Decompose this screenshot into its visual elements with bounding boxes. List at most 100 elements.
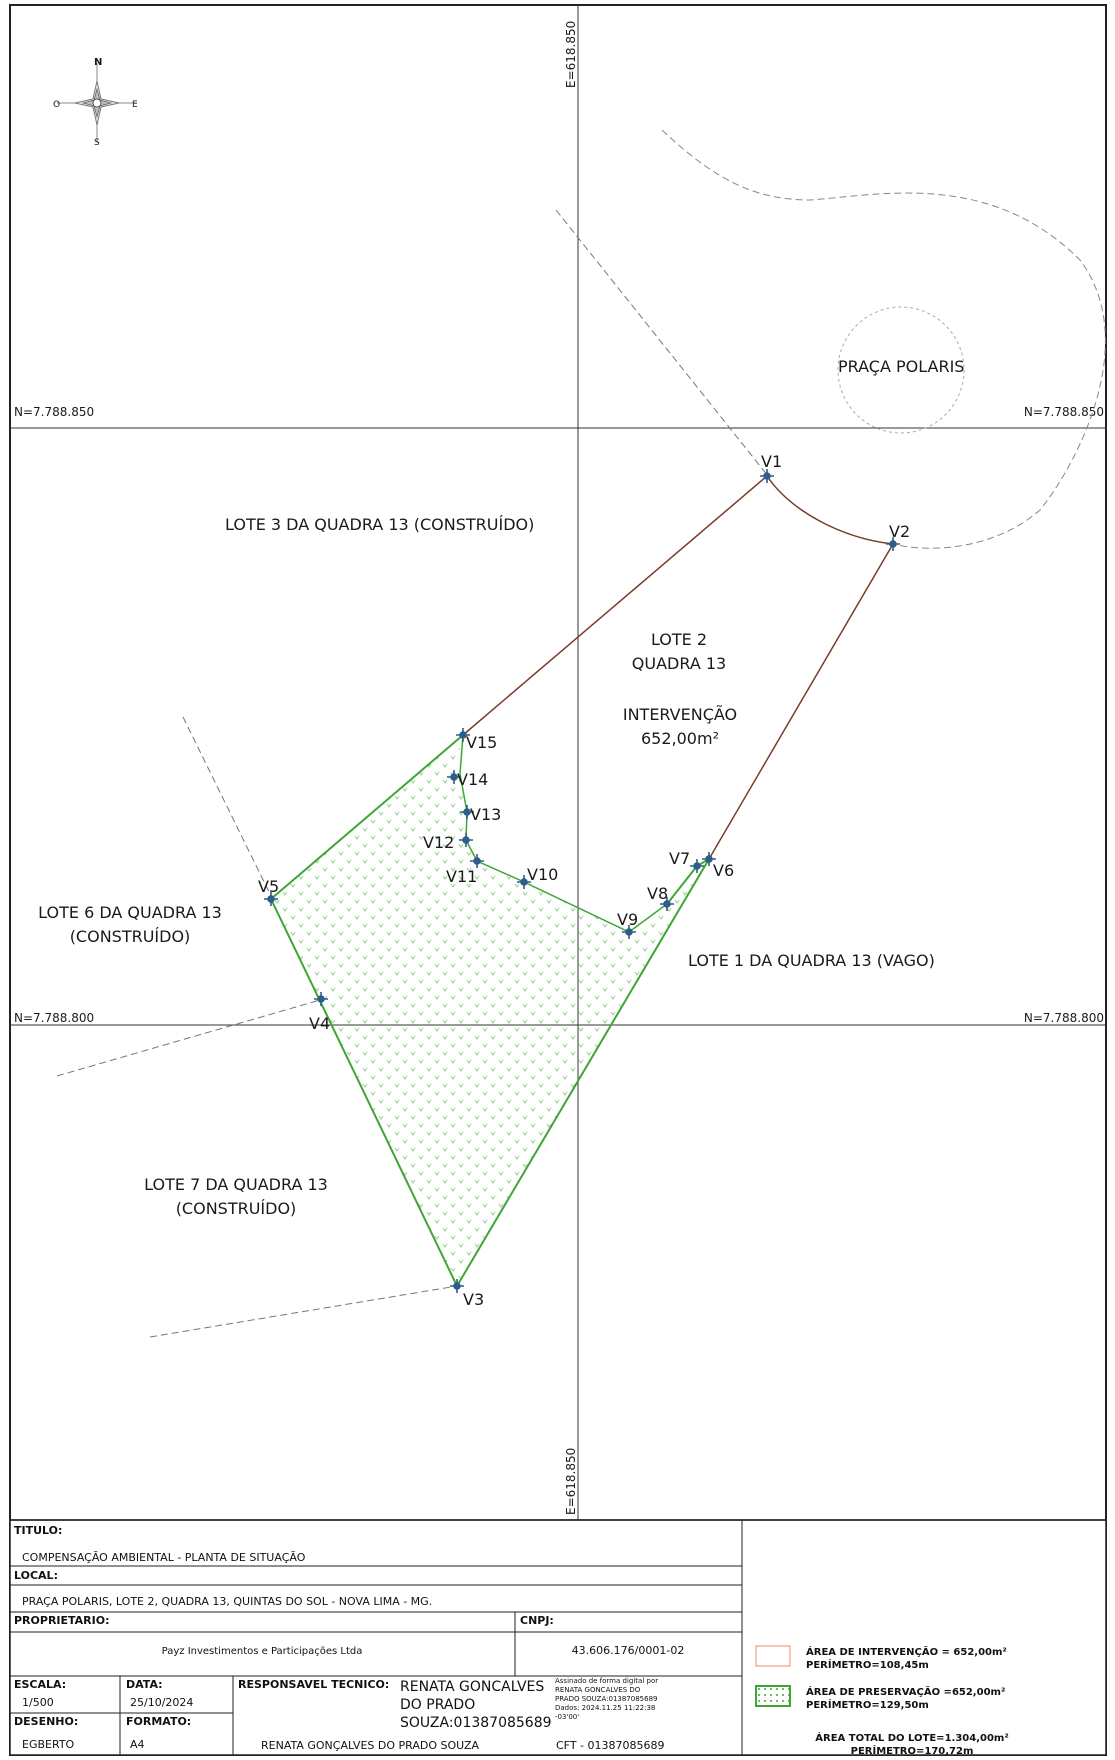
legend-preservation-area: ÁREA DE PRESERVAÇÃO =652,00m² <box>806 1685 1005 1698</box>
vertex-v9-marker <box>622 925 636 939</box>
compass-east-label: E <box>132 100 138 110</box>
grid-easting-label-bottom: E=618.850 <box>564 1448 578 1515</box>
responsavel-name: RENATA GONÇALVES DO PRADO SOUZA <box>261 1739 480 1752</box>
desenho-label: DESENHO: <box>14 1715 78 1728</box>
vertex-v3-marker <box>450 1279 464 1293</box>
legend-total-perimeter: PERÍMETRO=170,72m <box>851 1744 974 1757</box>
intervention-label-line2: 652,00m² <box>641 729 719 748</box>
proprietario-label: PROPRIETARIO: <box>14 1614 110 1627</box>
signature-line3: SOUZA:01387085689 <box>400 1715 552 1731</box>
grid-easting-label-top: E=618.850 <box>564 21 578 88</box>
vertex-v13-marker <box>460 805 474 819</box>
data-label: DATA: <box>126 1678 163 1691</box>
local-label: LOCAL: <box>14 1569 58 1582</box>
intervention-boundary <box>462 475 768 736</box>
signature-line1: RENATA GONCALVES <box>400 1679 544 1695</box>
vertex-v10-label: V10 <box>527 865 558 884</box>
escala-label: ESCALA: <box>14 1678 66 1691</box>
compass-north-label: N <box>94 57 102 68</box>
vertex-v5-marker <box>264 892 278 906</box>
lote2-label-line2: QUADRA 13 <box>632 654 726 673</box>
vertex-v14-marker <box>447 770 461 784</box>
lote7-label-line1: LOTE 7 DA QUADRA 13 <box>144 1175 328 1194</box>
compass-rose-icon: N E S O <box>53 57 138 148</box>
intervention-boundary-east <box>708 543 894 860</box>
vertex-v12-label: V12 <box>423 833 454 852</box>
vertex-v7-label: V7 <box>669 849 690 868</box>
desenho-value: EGBERTO <box>22 1738 75 1751</box>
legend-preservation-swatch <box>755 1685 791 1707</box>
intervention-boundary-arc <box>766 475 894 545</box>
formato-label: FORMATO: <box>126 1715 191 1728</box>
digital-signature-line4: Dados: 2024.11.25 11:22:38 <box>555 1704 655 1712</box>
vertex-v4-marker <box>314 992 328 1006</box>
cnpj-label: CNPJ: <box>520 1614 554 1627</box>
titulo-label: TITULO: <box>14 1524 62 1537</box>
digital-signature-line3: PRADO SOUZA:01387085689 <box>555 1695 657 1703</box>
lote3-label: LOTE 3 DA QUADRA 13 (CONSTRUÍDO) <box>225 515 534 534</box>
signature-line2: DO PRADO <box>400 1697 475 1713</box>
vertex-v14-label: V14 <box>457 770 488 789</box>
praca-inner-circle <box>837 306 965 434</box>
digital-signature-line1: Assinado de forma digital por <box>555 1677 658 1685</box>
vertex-v2-marker <box>886 537 900 551</box>
intervention-label-line1: INTERVENÇÃO <box>623 705 737 724</box>
responsavel-label: RESPONSAVEL TECNICO: <box>238 1678 389 1691</box>
data-value: 25/10/2024 <box>130 1696 193 1709</box>
grid-northing-label-lower-right: N=7.788.800 <box>1024 1011 1104 1025</box>
area-labels: PRAÇA POLARIS LOTE 3 DA QUADRA 13 (CONST… <box>38 357 964 1218</box>
grid-northing-label-upper-right: N=7.788.850 <box>1024 405 1104 419</box>
vertex-v15-label: V15 <box>466 733 497 752</box>
digital-signature-line2: RENATA GONCALVES DO <box>555 1686 641 1694</box>
local-value: PRAÇA POLARIS, LOTE 2, QUADRA 13, QUINTA… <box>22 1595 432 1608</box>
preservation-area <box>271 735 709 1286</box>
titulo-value: COMPENSAÇÃO AMBIENTAL - PLANTA DE SITUAÇ… <box>22 1551 306 1564</box>
lote7-label-line2: (CONSTRUÍDO) <box>176 1199 297 1218</box>
lote6-boundary-dashed <box>182 716 273 899</box>
proprietario-value: Payz Investimentos e Participações Ltda <box>162 1646 363 1657</box>
compass-south-label: S <box>94 138 100 148</box>
legend-intervention-perimeter: PERÍMETRO=108,45m <box>806 1658 929 1671</box>
vertex-v2-label: V2 <box>889 522 910 541</box>
lote6-label-line1: LOTE 6 DA QUADRA 13 <box>38 903 222 922</box>
legend-preservation-perimeter: PERÍMETRO=129,50m <box>806 1698 929 1711</box>
vertex-labels: V1 V2 V3 V4 V5 V6 V7 V8 V9 V10 V11 V12 V… <box>258 452 910 1309</box>
lote7-boundary-dashed-upper <box>56 999 321 1077</box>
grid-northing-label-lower-left: N=7.788.800 <box>14 1011 94 1025</box>
lote7-boundary-dashed-lower <box>149 1285 458 1338</box>
vertex-v6-marker <box>702 852 716 866</box>
preservation-boundary <box>269 734 712 1289</box>
vertex-v9-label: V9 <box>617 910 638 929</box>
vertex-v13-label: V13 <box>470 805 501 824</box>
compass-west-label: O <box>53 100 60 110</box>
lote1-label: LOTE 1 DA QUADRA 13 (VAGO) <box>688 951 935 970</box>
vertex-v6-label: V6 <box>713 861 734 880</box>
praca-label: PRAÇA POLARIS <box>838 357 964 376</box>
cnpj-value: 43.606.176/0001-02 <box>572 1644 685 1657</box>
lote2-label-line1: LOTE 2 <box>651 630 707 649</box>
lote6-label-line2: (CONSTRUÍDO) <box>70 927 191 946</box>
digital-signature-line5: -03'00' <box>555 1713 579 1721</box>
vertex-v12-marker <box>459 833 473 847</box>
vertex-v11-label: V11 <box>446 867 477 886</box>
lote3-boundary-dashed <box>555 209 769 477</box>
vertex-v8-marker <box>660 897 674 911</box>
legend: ÁREA DE INTERVENÇÃO = 652,00m² PERÍMETRO… <box>755 1645 1009 1757</box>
vertex-v4-label: V4 <box>309 1014 330 1033</box>
vertex-v10-marker <box>517 875 531 889</box>
vertex-v15-marker <box>456 728 470 742</box>
cft-number: CFT - 01387085689 <box>556 1739 664 1752</box>
praca-outer-curve <box>661 129 1106 549</box>
title-block: TITULO: COMPENSAÇÃO AMBIENTAL - PLANTA D… <box>9 1519 1107 1756</box>
vertex-v1-marker <box>760 469 774 483</box>
vertex-v11-marker <box>470 854 484 868</box>
formato-value: A4 <box>130 1738 145 1751</box>
vertex-v1-label: V1 <box>761 452 782 471</box>
vertex-v8-label: V8 <box>647 884 668 903</box>
legend-total-area: ÁREA TOTAL DO LOTE=1.304,00m² <box>815 1731 1008 1744</box>
preservation-inner-boundary <box>459 734 668 933</box>
vertex-v5-label: V5 <box>258 877 279 896</box>
legend-intervention-area: ÁREA DE INTERVENÇÃO = 652,00m² <box>806 1645 1007 1658</box>
vertex-v7-marker <box>690 859 704 873</box>
